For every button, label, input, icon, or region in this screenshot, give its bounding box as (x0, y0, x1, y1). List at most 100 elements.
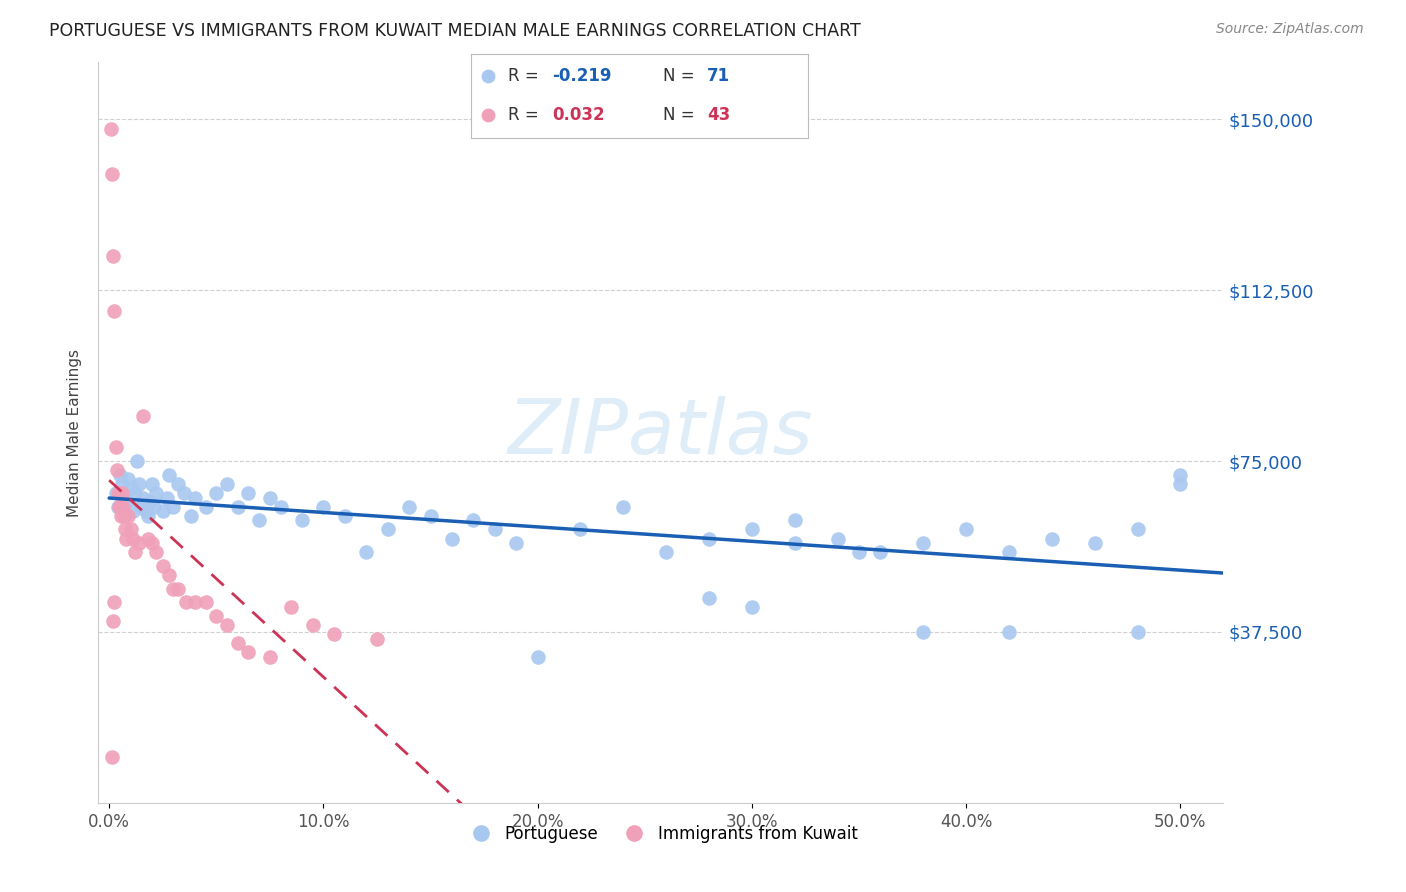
Point (783, 513, 806, 527)
Point (184, 595, 207, 609)
Point (291, 513, 314, 527)
Point (301, 618, 323, 632)
Point (128, 476, 150, 491)
Point (180, 508, 202, 523)
Point (323, 627, 346, 641)
Point (477, 70, 499, 84)
Point (280, 599, 302, 614)
Point (1126, 624, 1149, 639)
Point (226, 500, 249, 514)
Point (205, 486, 228, 500)
Point (173, 486, 195, 500)
Text: -0.219: -0.219 (553, 68, 612, 86)
Point (132, 491, 155, 505)
Point (166, 582, 188, 596)
Point (141, 476, 163, 491)
Point (107, 486, 129, 500)
Point (247, 513, 270, 527)
Point (117, 508, 139, 523)
Point (955, 523, 977, 537)
Point (121, 504, 143, 518)
Point (162, 500, 184, 514)
Point (125, 454, 148, 468)
Point (741, 523, 763, 537)
Point (238, 486, 260, 500)
Point (104, 441, 127, 455)
Point (100, 121, 122, 136)
Point (124, 545, 146, 559)
Y-axis label: Median Male Earnings: Median Male Earnings (67, 349, 83, 516)
Point (505, 536, 527, 550)
Text: N =: N = (664, 106, 700, 124)
Point (157, 467, 180, 482)
Point (114, 523, 136, 537)
Point (105, 463, 128, 477)
Point (259, 491, 281, 505)
Point (112, 500, 135, 514)
Text: 71: 71 (707, 68, 730, 86)
Point (111, 476, 134, 491)
Point (912, 624, 935, 639)
Text: 43: 43 (707, 106, 731, 124)
Point (238, 645, 260, 659)
Point (477, 108, 499, 122)
Point (145, 545, 167, 559)
Point (115, 532, 138, 546)
Point (111, 486, 134, 500)
Point (612, 500, 634, 514)
Point (112, 508, 135, 523)
Point (152, 558, 174, 573)
Point (152, 504, 174, 518)
Point (194, 500, 217, 514)
Point (107, 500, 129, 514)
Point (1170, 476, 1192, 491)
Point (120, 523, 142, 537)
Point (103, 249, 125, 263)
Point (484, 523, 506, 537)
Point (194, 595, 217, 609)
Point (998, 545, 1021, 559)
Point (117, 472, 139, 486)
Point (741, 599, 763, 614)
Text: PORTUGUESE VS IMMIGRANTS FROM KUWAIT MEDIAN MALE EARNINGS CORRELATION CHART: PORTUGUESE VS IMMIGRANTS FROM KUWAIT MED… (49, 22, 860, 40)
Point (419, 508, 441, 523)
Point (135, 504, 157, 518)
Point (333, 508, 356, 523)
Text: ZIPatlas: ZIPatlas (508, 396, 814, 469)
Point (136, 532, 159, 546)
Point (107, 500, 129, 514)
Text: R =: R = (508, 68, 544, 86)
Text: N =: N = (664, 68, 700, 86)
Point (783, 536, 806, 550)
Point (848, 545, 870, 559)
Point (569, 523, 592, 537)
Point (101, 750, 124, 764)
Point (827, 532, 849, 546)
Point (366, 632, 388, 646)
Point (104, 486, 127, 500)
Text: Source: ZipAtlas.com: Source: ZipAtlas.com (1216, 22, 1364, 37)
Point (354, 545, 377, 559)
Point (156, 491, 179, 505)
Point (139, 495, 162, 509)
Point (162, 582, 184, 596)
Point (136, 508, 159, 523)
Legend: Portuguese, Immigrants from Kuwait: Portuguese, Immigrants from Kuwait (457, 819, 865, 850)
Point (174, 595, 197, 609)
Point (103, 303, 125, 318)
Point (998, 624, 1021, 639)
Point (270, 500, 292, 514)
Point (1170, 467, 1192, 482)
Point (869, 545, 891, 559)
Point (120, 482, 142, 496)
Point (108, 467, 131, 482)
Point (184, 491, 207, 505)
Point (259, 650, 281, 665)
Point (312, 500, 335, 514)
Point (129, 500, 152, 514)
Point (101, 167, 124, 181)
Point (128, 536, 150, 550)
Point (103, 595, 125, 609)
Point (398, 500, 420, 514)
Point (1126, 523, 1149, 537)
